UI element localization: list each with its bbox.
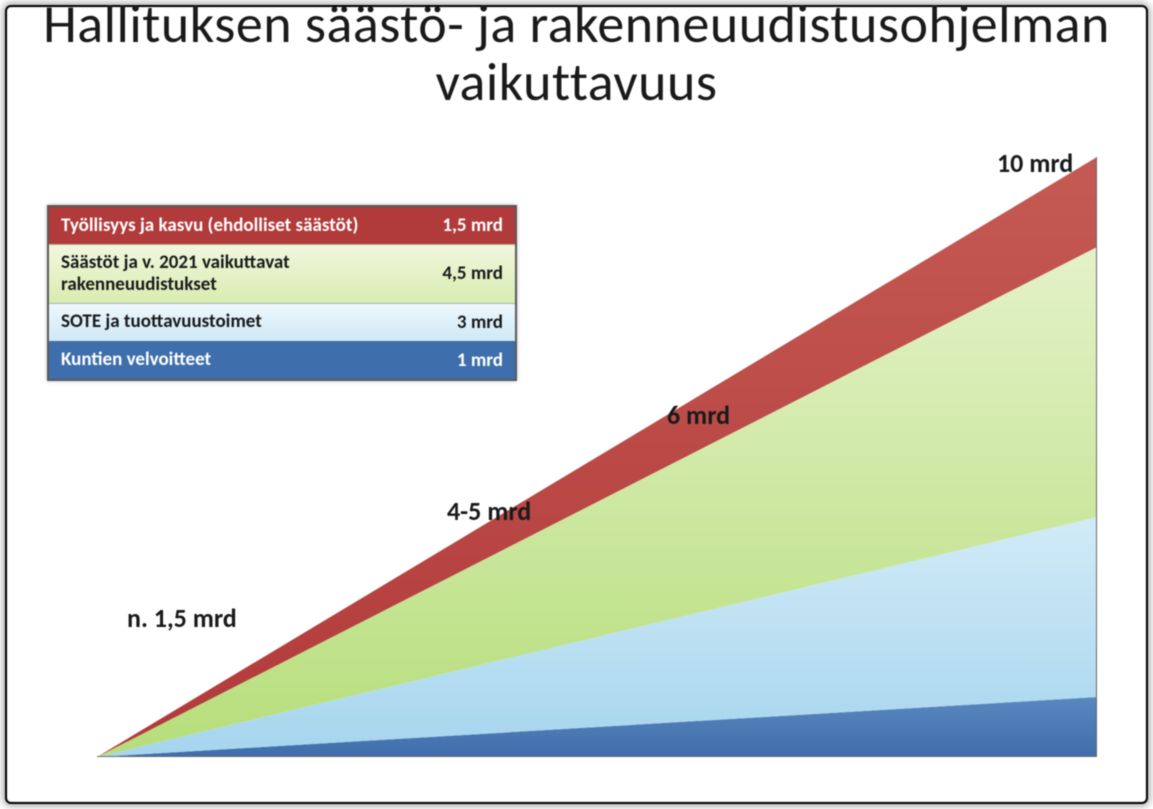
legend-value: 1,5 mrd [442, 214, 503, 237]
legend-row: Kuntien velvoitteet 1 mrd [49, 341, 515, 379]
chart-annotation: n. 1,5 mrd [127, 602, 237, 634]
chart-annotation: 10 mrd [997, 147, 1073, 179]
chart-annotation: 6 mrd [667, 399, 730, 431]
legend-value: 3 mrd [457, 311, 503, 334]
chart-annotation: 4-5 mrd [447, 495, 531, 527]
legend-label: Kuntien velvoitteet [61, 349, 447, 371]
legend-value: 4,5 mrd [442, 262, 503, 285]
legend-label: SOTE ja tuottavuustoimet [61, 311, 447, 333]
legend-value: 1 mrd [457, 349, 503, 372]
legend-label: Säästöt ja v. 2021 vaikuttavat rakenneuu… [61, 252, 432, 296]
legend-row: Säästöt ja v. 2021 vaikuttavat rakenneuu… [49, 244, 515, 303]
legend-row: SOTE ja tuottavuustoimet 3 mrd [49, 303, 515, 341]
legend-box: Työllisyys ja kasvu (ehdolliset säästöt)… [47, 205, 517, 381]
chart-title: Hallituksen säästö- ja rakenneuudistusoh… [7, 0, 1146, 112]
chart-frame: Hallituksen säästö- ja rakenneuudistusoh… [5, 5, 1148, 804]
legend-row: Työllisyys ja kasvu (ehdolliset säästöt)… [49, 207, 515, 244]
legend-label: Työllisyys ja kasvu (ehdolliset säästöt) [61, 215, 432, 237]
